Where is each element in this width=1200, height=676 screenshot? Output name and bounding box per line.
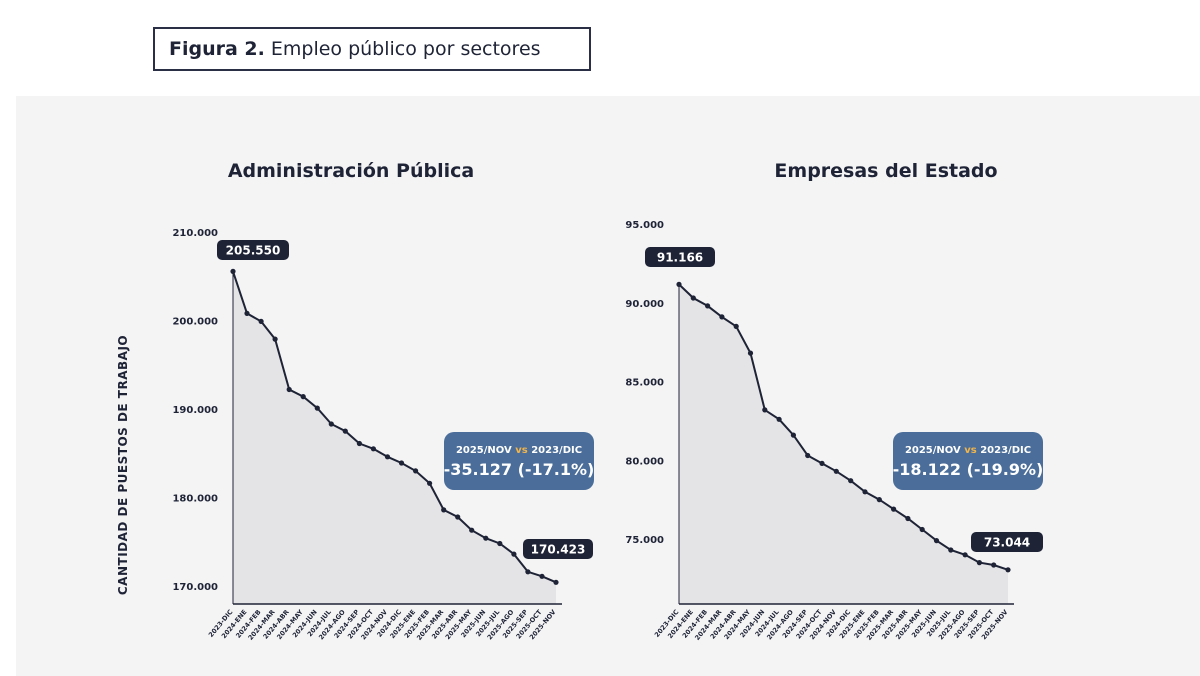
end-value-tag — [971, 532, 1043, 552]
end-value-label: 73.044 — [984, 536, 1030, 550]
data-point — [991, 562, 997, 568]
data-point — [314, 405, 320, 411]
data-point — [413, 468, 419, 474]
data-point — [427, 480, 433, 486]
data-point — [328, 421, 334, 427]
comparison-delta: -35.127 (-17.1%) — [444, 460, 595, 479]
data-point — [919, 526, 925, 533]
data-point — [933, 538, 940, 544]
data-point — [300, 394, 306, 400]
data-point — [483, 535, 489, 541]
series-line — [232, 271, 557, 584]
end-value-label: 170.423 — [531, 543, 586, 557]
start-value-label: 91.166 — [657, 251, 703, 265]
comparison-periods: 2025/NOV vs 2023/DIC — [456, 445, 582, 456]
data-point — [1005, 567, 1011, 573]
data-point — [553, 579, 559, 585]
data-point — [676, 281, 682, 287]
data-point — [790, 432, 797, 438]
comparison-callout — [893, 432, 1043, 490]
y-tick-label: 95.000 — [625, 220, 664, 231]
series-area — [233, 271, 556, 604]
start-value-tag — [645, 247, 715, 267]
data-point — [948, 547, 954, 553]
data-point — [876, 497, 882, 503]
data-point — [511, 551, 517, 557]
data-point — [776, 416, 782, 422]
data-point — [497, 540, 503, 547]
comparison-period-a: 2025/NOV — [905, 445, 964, 456]
comparison-period-a: 2025/NOV — [456, 445, 515, 456]
y-tick-label: 75.000 — [625, 535, 664, 546]
chart-title: Administración Pública — [228, 160, 474, 182]
data-point — [962, 552, 968, 558]
y-tick-label: 200.000 — [172, 317, 218, 328]
figure-title: Empleo público por sectores — [270, 38, 541, 60]
y-axis-label: CANTIDAD DE PUESTOS DE TRABAJO — [116, 335, 130, 595]
data-point — [833, 468, 839, 474]
data-point — [762, 407, 768, 413]
data-point — [862, 489, 868, 495]
comparison-delta: -18.122 (-19.9%) — [893, 460, 1044, 479]
data-point — [441, 507, 447, 513]
data-point — [384, 454, 391, 460]
data-point — [719, 314, 725, 320]
y-tick-label: 90.000 — [625, 299, 664, 310]
start-value-tag — [217, 240, 289, 260]
data-point — [848, 478, 854, 484]
comparison-period-b: 2023/DIC — [977, 445, 1031, 456]
comparison-periods: 2025/NOV vs 2023/DIC — [905, 445, 1031, 456]
data-point — [469, 527, 475, 533]
y-tick-label: 170.000 — [172, 582, 218, 593]
data-point — [272, 336, 278, 342]
data-point — [705, 303, 711, 309]
data-point — [976, 560, 983, 566]
data-point — [244, 310, 250, 316]
comparison-period-b: 2023/DIC — [528, 445, 582, 456]
data-point — [747, 350, 754, 356]
data-point — [286, 386, 292, 393]
data-point — [398, 460, 405, 466]
chart-title: Empresas del Estado — [774, 160, 997, 182]
chart-administracion-publica: Administración Pública 170.000 180.000 190.… — [172, 160, 594, 642]
comparison-vs: vs — [964, 445, 977, 456]
data-point — [891, 506, 897, 512]
comparison-vs: vs — [515, 445, 528, 456]
y-tick-label: 190.000 — [172, 405, 218, 416]
data-point — [525, 569, 531, 575]
chart-empresas-del-estado: Empresas del Estado 75.000 80.000 85.000 90.… — [625, 160, 1043, 642]
data-point — [539, 573, 545, 579]
series-area — [679, 284, 1008, 604]
data-point — [805, 452, 811, 459]
end-value-tag — [523, 539, 593, 559]
data-point — [690, 295, 696, 301]
data-point — [258, 318, 264, 324]
data-point — [370, 446, 376, 452]
data-point — [342, 428, 348, 434]
y-tick-label: 80.000 — [625, 456, 664, 467]
y-tick-label: 85.000 — [625, 378, 664, 389]
data-point — [905, 515, 911, 522]
start-value-label: 205.550 — [226, 244, 281, 258]
data-point — [230, 268, 236, 274]
data-point — [455, 514, 461, 520]
comparison-callout — [444, 432, 594, 490]
data-point — [819, 460, 825, 466]
data-point — [356, 440, 362, 447]
figure-caption: Figura 2. Empleo público por sectores — [153, 27, 591, 71]
data-point — [733, 323, 739, 329]
figure-label: Figura 2. — [169, 38, 265, 60]
y-tick-label: 210.000 — [172, 228, 218, 239]
y-tick-label: 180.000 — [172, 494, 218, 505]
